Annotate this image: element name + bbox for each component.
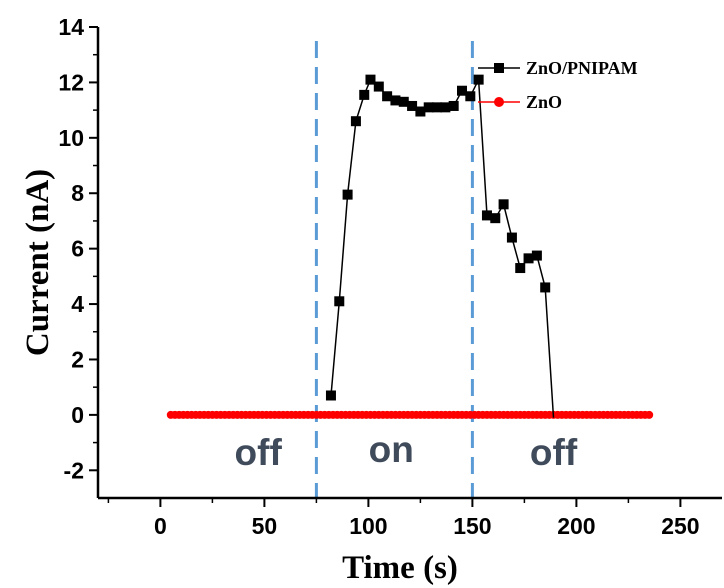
zno-pnipam-point (506, 232, 517, 243)
zno-pnipam-point (531, 250, 542, 261)
y-tick-label: 12 (58, 69, 84, 95)
series-layer (166, 74, 654, 419)
series-zno-pnipam (325, 74, 555, 418)
zno-pnipam-point (448, 100, 459, 111)
x-tick-label: 100 (349, 513, 387, 539)
y-tick-label: 0 (71, 402, 84, 428)
y-tick-label: -2 (64, 457, 84, 483)
zno-pnipam-point (342, 189, 353, 200)
zno-pnipam-point (432, 102, 443, 113)
zno-pnipam-point (473, 74, 484, 85)
zno-pnipam-point (390, 95, 401, 106)
zno-pnipam-point (334, 296, 345, 307)
x-tick-label: 250 (661, 513, 699, 539)
legend-marker (494, 97, 504, 107)
zno-pnipam-point (398, 96, 409, 107)
zno-pnipam-point (515, 263, 526, 274)
zno-pnipam-point (540, 282, 551, 293)
zno-pnipam-point (423, 102, 434, 113)
region-label: off (235, 432, 283, 473)
x-tick-label: 0 (154, 513, 167, 539)
zno-point (645, 410, 654, 419)
y-axis-title: Current (nA) (20, 169, 56, 356)
x-axis-title: Time (s) (342, 550, 458, 586)
x-tick-label: 150 (453, 513, 491, 539)
legend-marker (494, 63, 504, 73)
series-zno (166, 410, 654, 419)
axes: 0 50 100 150 200 250 -2 0 2 4 6 8 10 12 14 (58, 14, 722, 539)
vertical-markers (314, 41, 474, 498)
x-tick-label: 200 (557, 513, 595, 539)
zno-pnipam-point (465, 91, 476, 102)
y-tick-label: 4 (71, 291, 84, 317)
zno-pnipam-point (407, 100, 418, 111)
legend-label: ZnO (526, 92, 562, 112)
region-annotations: off on off (235, 429, 578, 473)
x-tick-label: 50 (252, 513, 278, 539)
region-label: on (369, 429, 414, 470)
zno-pnipam-point (498, 199, 509, 210)
zno-pnipam-point (350, 116, 361, 127)
y-tick-label: 2 (71, 346, 84, 372)
zno-pnipam-point (457, 85, 467, 96)
zno-pnipam-point (325, 390, 336, 401)
y-tick-label: 14 (58, 14, 84, 40)
zno-pnipam-point (440, 102, 451, 113)
y-tick-label: 6 (71, 236, 84, 262)
zno-pnipam-point (359, 89, 370, 100)
zno-pnipam-point (481, 210, 492, 221)
zno-pnipam-point (490, 213, 501, 224)
region-label: off (530, 432, 578, 473)
zno-pnipam-point (523, 253, 534, 264)
zno-pnipam-point (365, 74, 376, 85)
zno-pnipam-point (415, 106, 426, 117)
legend-label: ZnO/PNIPAM (526, 58, 638, 78)
zno-pnipam-point (382, 91, 393, 102)
y-tick-label: 8 (71, 180, 84, 206)
zno-pnipam-line (330, 76, 555, 418)
zno-pnipam-point (373, 81, 384, 92)
legend: ZnO/PNIPAM ZnO (478, 58, 638, 112)
y-tick-label: 10 (58, 125, 84, 151)
